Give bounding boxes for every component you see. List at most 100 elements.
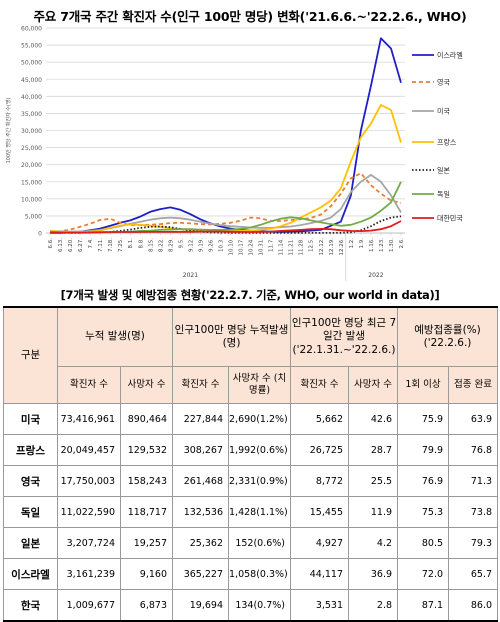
table-cell: 118,717 (120, 496, 173, 528)
country-cell: 미국 (3, 403, 58, 435)
x-tick-label: 6.20. (68, 238, 74, 252)
x-tick-label: 9.19. (198, 238, 204, 252)
table-cell: 1,009,677 (57, 589, 121, 622)
table-cell: 890,464 (120, 403, 173, 435)
legend-label: 영국 (437, 78, 450, 87)
x-tick-label: 8.1. (128, 238, 134, 249)
y-tick-label: 35,000 (21, 111, 42, 118)
table-row: 일본 3,207,724 19,257 25,362 152(0.6%) 4,927 4.2… (3, 527, 499, 559)
y-tick-label: 0 (38, 231, 42, 238)
x-tick-label: 1.23. (379, 238, 385, 252)
series-line-4 (49, 215, 402, 234)
table-cell: 19,694 (172, 589, 229, 622)
country-cell: 프랑스 (3, 434, 58, 466)
table-cell: 9,160 (120, 558, 173, 590)
table-cell: 44,117 (290, 558, 350, 590)
subheader-cell: 확진자 수 (172, 366, 229, 404)
table-cell: 19,257 (120, 527, 173, 559)
table-cell: 26,725 (290, 434, 350, 466)
country-cell: 한국 (3, 589, 58, 622)
table-cell: 73.8 (448, 496, 499, 528)
table-cell: 3,207,724 (57, 527, 121, 559)
table-row: 이스라엘 3,161,239 9,160 365,227 1,058(0.3%) 44,1… (3, 558, 499, 590)
header-group: 인구100만 명당 누적발생(명) (171, 306, 292, 367)
table-cell: 1,992(0.6%) (227, 434, 292, 466)
x-tick-label: 10.3. (218, 238, 224, 252)
y-tick-label: 10,000 (21, 196, 42, 203)
table-cell: 11,022,590 (57, 496, 121, 528)
y-tick-label: 45,000 (21, 77, 42, 84)
chart-title: 주요 7개국 주간 확진자 수(인구 100만 명당) 변화('21.6.6.~… (33, 9, 467, 24)
table-cell: 25,362 (172, 527, 229, 559)
table-cell: 79.9 (397, 434, 450, 466)
table-cell: 28.7 (348, 434, 399, 466)
table-cell: 72.0 (397, 558, 450, 590)
table-cell: 365,227 (172, 558, 229, 590)
series-line-1 (49, 172, 402, 234)
table-cell: 134(0.7%) (227, 589, 292, 622)
y-axis-label: 100만 명당 주간 확진자 수(명) (5, 98, 12, 164)
subheader-cell: 1회 이상 (397, 366, 450, 404)
table-cell: 261,468 (172, 465, 229, 497)
table-cell: 75.9 (397, 403, 450, 435)
table-cell: 1,428(1.1%) (227, 496, 292, 528)
table-cell: 87.1 (397, 589, 450, 622)
x-tick-label: 8.8. (138, 238, 144, 249)
country-cell: 영국 (3, 465, 58, 497)
subheader-cell: 사망자 수 (치명률) (227, 366, 292, 404)
x-tick-label: 12.19. (329, 238, 335, 256)
table-cell: 152(0.6%) (227, 527, 292, 559)
series-line-3 (49, 104, 402, 234)
subheader-cell: 접종 완료 (448, 366, 499, 404)
x-tick-label: 10.31. (259, 238, 265, 256)
y-tick-label: 5,000 (25, 213, 42, 220)
table-cell: 1,058(0.3%) (227, 558, 292, 590)
table-cell: 80.5 (397, 527, 450, 559)
y-tick-label: 30,000 (21, 128, 42, 135)
table-row: 프랑스 20,049,457 129,532 308,267 1,992(0.6%) 26… (3, 434, 499, 466)
table-row: 영국 17,750,003 158,243 261,468 2,331(0.9%) 8,7… (3, 465, 499, 497)
y-tick-label: 20,000 (21, 162, 42, 169)
table-cell: 25.5 (348, 465, 399, 497)
table-cell: 65.7 (448, 558, 499, 590)
table-cell: 129,532 (120, 434, 173, 466)
x-tick-label: 9.5. (178, 238, 184, 249)
x-tick-label: 12.26. (339, 238, 345, 256)
x-tick-label: 10.10. (229, 238, 235, 256)
year-label-2021: 2021 (183, 272, 198, 279)
table-cell: 227,844 (172, 403, 229, 435)
header-group: 누적 발생(명) (57, 306, 173, 367)
header-gubun: 구분 (3, 306, 58, 404)
table-cell: 3,531 (290, 589, 350, 622)
subheader-cell: 사망자 수 (120, 366, 173, 404)
x-tick-label: 11.28. (299, 238, 305, 256)
x-tick-label: 11.14. (279, 238, 285, 256)
table-cell: 75.3 (397, 496, 450, 528)
legend-label: 일본 (437, 166, 450, 175)
table-row: 미국 73,416,961 890,464 227,844 2,690(1.2%) 5,6… (3, 403, 499, 435)
x-tick-label: 8.22. (158, 238, 164, 252)
country-cell: 일본 (3, 527, 58, 559)
subheader-cell: 사망자 수 (348, 366, 399, 404)
table-cell: 36.9 (348, 558, 399, 590)
x-tick-label: 1.16. (369, 238, 375, 252)
country-cell: 이스라엘 (3, 558, 58, 590)
y-tick-label: 25,000 (21, 145, 42, 152)
x-tick-label: 11.7. (269, 238, 275, 252)
table-cell: 8,772 (290, 465, 350, 497)
table-row: 한국 1,009,677 6,873 19,694 134(0.7%) 3,531 2.8 8… (3, 589, 499, 622)
y-tick-label: 55,000 (21, 43, 42, 50)
y-tick-label: 50,000 (21, 60, 42, 67)
table-cell: 11.9 (348, 496, 399, 528)
series-line-0 (50, 37, 402, 234)
table-cell: 42.6 (348, 403, 399, 435)
x-tick-label: 7.25. (118, 238, 124, 252)
table-cell: 6,873 (120, 589, 173, 622)
x-tick-label: 11.21. (289, 238, 295, 256)
table-cell: 20,049,457 (57, 434, 121, 466)
table-title: [7개국 발생 및 예방접종 현황('22.2.7. 기준, WHO, our … (60, 288, 440, 302)
table-cell: 71.3 (448, 465, 499, 497)
table-cell: 4,927 (290, 527, 350, 559)
table-cell: 2,690(1.2%) (227, 403, 292, 435)
x-tick-label: 8.29. (168, 238, 174, 252)
